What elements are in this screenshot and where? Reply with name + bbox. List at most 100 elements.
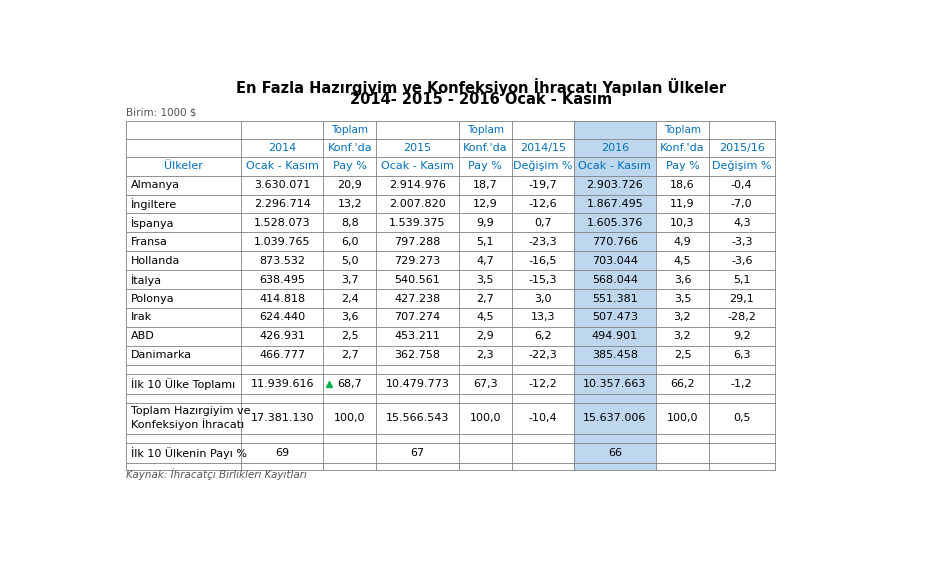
Bar <box>574 252 656 270</box>
Bar <box>574 394 656 403</box>
Text: 18,7: 18,7 <box>473 180 498 190</box>
Text: Ocak - Kasım: Ocak - Kasım <box>381 161 454 171</box>
Text: 11,9: 11,9 <box>670 199 695 209</box>
Text: İlk 10 Ülke Toplamı: İlk 10 Ülke Toplamı <box>131 378 236 390</box>
Text: 2,9: 2,9 <box>476 332 494 342</box>
Text: -12,2: -12,2 <box>529 379 557 389</box>
Text: 10.357.663: 10.357.663 <box>583 379 646 389</box>
Text: Konf.'da: Konf.'da <box>660 143 705 153</box>
Bar <box>574 270 656 289</box>
Text: 1.528.073: 1.528.073 <box>254 218 311 228</box>
Text: 12,9: 12,9 <box>473 199 498 209</box>
Text: ABD: ABD <box>131 332 155 342</box>
Text: Polonya: Polonya <box>131 294 175 304</box>
Text: 507.473: 507.473 <box>592 312 638 322</box>
Text: 0,7: 0,7 <box>534 218 551 228</box>
Bar <box>574 176 656 195</box>
Bar <box>574 403 656 433</box>
Text: 68,7: 68,7 <box>337 379 362 389</box>
Text: 707.274: 707.274 <box>394 312 440 322</box>
Text: 385.458: 385.458 <box>592 350 638 360</box>
Text: -3,6: -3,6 <box>731 256 752 266</box>
Text: 15.637.006: 15.637.006 <box>583 414 646 424</box>
Text: 1.039.765: 1.039.765 <box>254 237 311 247</box>
Text: Konf.'da: Konf.'da <box>328 143 372 153</box>
Bar <box>574 289 656 308</box>
Text: 466.777: 466.777 <box>259 350 305 360</box>
Text: 100,0: 100,0 <box>470 414 501 424</box>
Text: 3,5: 3,5 <box>673 294 691 304</box>
Bar <box>574 195 656 214</box>
Text: İspanya: İspanya <box>131 217 175 229</box>
Bar <box>574 157 656 176</box>
Text: 770.766: 770.766 <box>592 237 638 247</box>
Text: 67: 67 <box>410 448 424 458</box>
Text: 3,0: 3,0 <box>534 294 551 304</box>
Text: 2.296.714: 2.296.714 <box>254 199 311 209</box>
Text: 4,3: 4,3 <box>733 218 750 228</box>
Text: 3,7: 3,7 <box>341 275 359 285</box>
Bar <box>574 232 656 252</box>
Text: Toplam Hazırgiyim ve
Konfeksiyon İhracatı: Toplam Hazırgiyim ve Konfeksiyon İhracat… <box>131 407 251 431</box>
Text: 69: 69 <box>275 448 289 458</box>
Text: 3,6: 3,6 <box>673 275 691 285</box>
Text: Almanya: Almanya <box>131 180 180 190</box>
Text: 2,5: 2,5 <box>673 350 691 360</box>
Text: Irak: Irak <box>131 312 152 322</box>
Text: -7,0: -7,0 <box>731 199 752 209</box>
Text: -23,3: -23,3 <box>529 237 557 247</box>
Bar <box>574 443 656 463</box>
Text: Kaynak: İhracatçı Birlikleri Kayıtları: Kaynak: İhracatçı Birlikleri Kayıtları <box>126 468 307 480</box>
Text: Ülkeler: Ülkeler <box>164 161 203 171</box>
Bar <box>574 139 656 157</box>
Text: 624.440: 624.440 <box>259 312 305 322</box>
Text: 10,3: 10,3 <box>670 218 695 228</box>
Text: Pay %: Pay % <box>469 161 502 171</box>
Text: 494.901: 494.901 <box>592 332 638 342</box>
Text: 1.867.495: 1.867.495 <box>586 199 643 209</box>
Text: 5,0: 5,0 <box>341 256 359 266</box>
Text: 1.539.375: 1.539.375 <box>390 218 446 228</box>
Text: 29,1: 29,1 <box>730 294 754 304</box>
Text: 0,5: 0,5 <box>733 414 750 424</box>
Text: 703.044: 703.044 <box>592 256 638 266</box>
Bar <box>574 374 656 394</box>
Text: 551.381: 551.381 <box>592 294 638 304</box>
Text: 873.532: 873.532 <box>259 256 305 266</box>
Text: 2014: 2014 <box>268 143 297 153</box>
Text: 3.630.071: 3.630.071 <box>254 180 311 190</box>
Text: 2,7: 2,7 <box>476 294 494 304</box>
Text: 2,7: 2,7 <box>341 350 359 360</box>
Text: -16,5: -16,5 <box>529 256 557 266</box>
Text: 4,5: 4,5 <box>476 312 494 322</box>
Text: Toplam: Toplam <box>467 125 503 135</box>
Text: İtalya: İtalya <box>131 274 162 285</box>
Text: 362.758: 362.758 <box>394 350 440 360</box>
Text: 5,1: 5,1 <box>476 237 494 247</box>
Text: 10.479.773: 10.479.773 <box>386 379 450 389</box>
Text: 13,3: 13,3 <box>531 312 555 322</box>
Text: 2014/15: 2014/15 <box>519 143 565 153</box>
Bar <box>574 463 656 470</box>
Text: Değişim %: Değişim % <box>513 161 573 171</box>
Text: 11.939.616: 11.939.616 <box>251 379 314 389</box>
Text: Danimarka: Danimarka <box>131 350 192 360</box>
Text: 15.566.543: 15.566.543 <box>386 414 449 424</box>
Text: 3,2: 3,2 <box>673 312 691 322</box>
Text: 2.914.976: 2.914.976 <box>389 180 446 190</box>
Text: 3,6: 3,6 <box>341 312 359 322</box>
Text: 66: 66 <box>608 448 622 458</box>
Text: 2015/16: 2015/16 <box>719 143 764 153</box>
Text: 6,2: 6,2 <box>534 332 551 342</box>
Text: 2,4: 2,4 <box>341 294 359 304</box>
Text: -19,7: -19,7 <box>529 180 557 190</box>
Text: -15,3: -15,3 <box>529 275 557 285</box>
Text: Toplam: Toplam <box>664 125 700 135</box>
Text: 414.818: 414.818 <box>259 294 305 304</box>
Text: 17.381.130: 17.381.130 <box>251 414 314 424</box>
Text: Fransa: Fransa <box>131 237 168 247</box>
Text: 66,2: 66,2 <box>670 379 695 389</box>
Text: 100,0: 100,0 <box>334 414 365 424</box>
Text: -22,3: -22,3 <box>529 350 557 360</box>
Text: 568.044: 568.044 <box>592 275 638 285</box>
